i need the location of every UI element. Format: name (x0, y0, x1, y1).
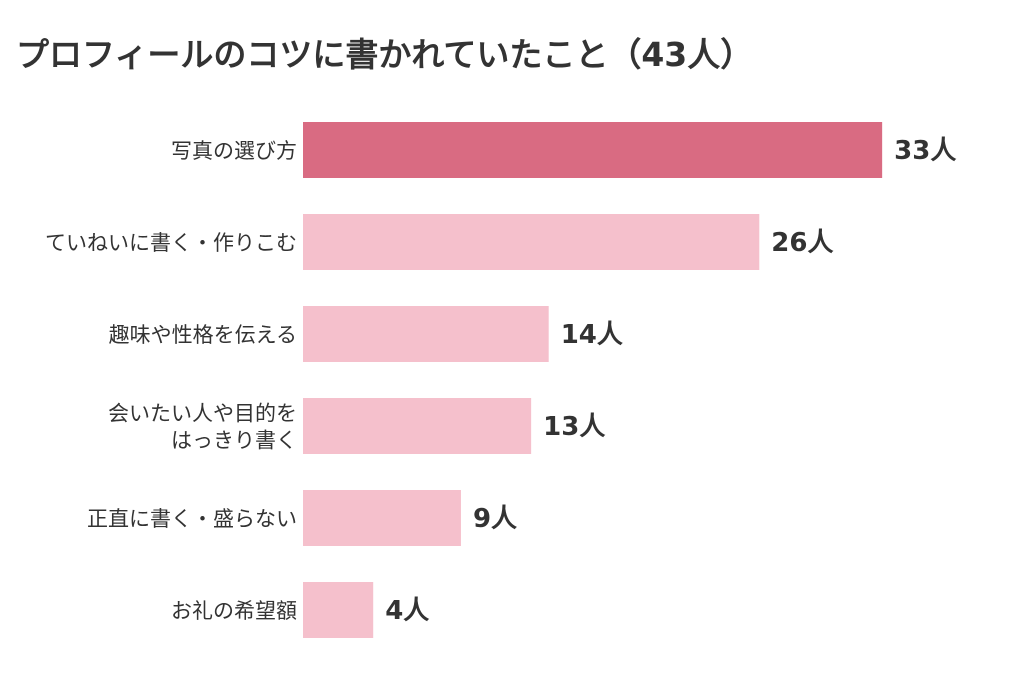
value-label-3: 14人 (561, 320, 623, 350)
category-label-3: 趣味や性格を伝える (109, 323, 297, 347)
value-label-4: 13人 (543, 412, 605, 442)
value-label-1: 33人 (894, 136, 956, 166)
bar-2 (303, 214, 760, 270)
category-label-4: 会いたい人や目的をはっきり書く (108, 402, 297, 453)
value-label-6: 4人 (385, 596, 429, 626)
bar-5 (303, 490, 461, 546)
bar-3 (303, 306, 549, 362)
bar-1 (303, 122, 883, 178)
bar-4 (303, 398, 532, 454)
category-label-6: お礼の希望額 (171, 599, 297, 623)
value-label-5: 9人 (473, 504, 517, 534)
bar-6 (303, 582, 374, 638)
category-label-1: 写真の選び方 (171, 139, 297, 163)
category-label-2: ていねいに書く・作りこむ (45, 231, 297, 255)
chart-title: プロフィールのコツに書かれていたこと（43人） (16, 35, 754, 74)
category-label-5: 正直に書く・盛らない (87, 507, 297, 531)
value-label-2: 26人 (771, 228, 833, 258)
